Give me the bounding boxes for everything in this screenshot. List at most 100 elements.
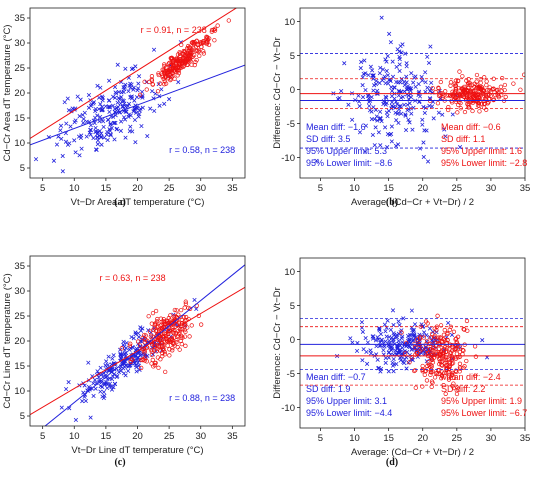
data-point	[461, 348, 466, 353]
data-point	[132, 106, 137, 111]
chart-panel-2: 5 10 15 20 25 30 35 -10 -5 0 5 10 Average: (Cd−Cr + …	[272, 7, 530, 208]
data-point	[397, 348, 402, 353]
x-tick-label: 25	[452, 433, 463, 444]
data-point	[389, 124, 394, 129]
data-point	[167, 353, 172, 358]
data-point	[110, 374, 116, 379]
data-point	[366, 96, 371, 101]
data-point	[480, 338, 485, 343]
data-point	[113, 120, 118, 125]
data-point	[179, 323, 184, 328]
data-point	[446, 377, 452, 382]
data-point	[372, 83, 377, 88]
data-point	[350, 340, 355, 345]
data-point	[423, 105, 428, 110]
data-point	[401, 316, 406, 321]
data-point	[170, 59, 176, 64]
data-point	[426, 360, 431, 365]
data-point	[448, 83, 453, 88]
data-point	[123, 66, 128, 71]
data-point	[86, 360, 91, 365]
data-point	[372, 143, 377, 148]
data-point	[404, 61, 409, 66]
data-point	[502, 82, 508, 88]
data-point	[386, 355, 391, 360]
data-point	[139, 365, 144, 371]
data-point	[365, 340, 370, 345]
data-point	[155, 355, 161, 360]
data-point	[439, 362, 444, 367]
series-blue	[314, 15, 463, 164]
data-point	[391, 322, 396, 328]
data-point	[359, 59, 364, 65]
data-point	[420, 384, 425, 389]
series-blue	[33, 40, 183, 174]
data-point	[440, 112, 445, 117]
data-point	[388, 327, 393, 332]
data-point	[339, 88, 344, 94]
data-point	[100, 384, 105, 390]
data-point	[457, 92, 463, 97]
stats-blue-line: 95% Upper limit: 5.3	[306, 146, 387, 156]
data-point	[166, 69, 171, 75]
data-point	[397, 104, 402, 109]
data-point	[500, 76, 505, 81]
data-point	[135, 339, 141, 344]
data-point	[437, 92, 442, 97]
y-tick-label: -5	[287, 369, 295, 380]
data-point	[376, 337, 381, 342]
data-point	[148, 334, 153, 339]
data-point	[146, 314, 151, 319]
data-point	[342, 61, 347, 66]
y-tick-label: 0	[290, 85, 295, 96]
y-tick-label: 30	[14, 286, 25, 297]
data-point	[348, 336, 353, 341]
data-point	[121, 115, 127, 120]
data-point	[425, 85, 430, 90]
data-point	[162, 82, 167, 87]
data-point	[168, 55, 173, 61]
data-point	[93, 386, 98, 391]
data-point	[393, 110, 398, 115]
data-point	[374, 114, 379, 119]
data-point	[450, 370, 455, 376]
data-point	[371, 76, 376, 81]
data-point	[443, 134, 448, 139]
data-point	[437, 350, 442, 355]
correlation-annotation: r = 0.58, n = 238	[169, 145, 235, 155]
data-point	[482, 75, 487, 80]
fit-line-red	[30, 8, 238, 139]
data-point	[110, 103, 116, 108]
data-point	[152, 108, 157, 114]
data-point	[72, 120, 77, 125]
data-point	[421, 335, 426, 340]
data-point	[119, 346, 124, 351]
data-point	[83, 398, 88, 404]
data-point	[378, 109, 383, 114]
data-point	[136, 86, 141, 91]
data-point	[171, 330, 176, 335]
data-point	[410, 127, 415, 132]
data-point	[383, 81, 388, 86]
data-point	[194, 48, 199, 54]
data-point	[417, 94, 423, 99]
y-tick-label: -10	[281, 153, 295, 164]
data-point	[176, 64, 181, 69]
data-point	[439, 349, 444, 354]
data-point	[114, 127, 119, 132]
data-point	[407, 333, 413, 338]
data-point	[388, 344, 393, 349]
data-point	[453, 95, 458, 100]
data-point	[495, 87, 500, 93]
data-point	[99, 131, 104, 136]
data-point	[399, 330, 404, 335]
y-tick-label: 20	[14, 336, 25, 347]
data-point	[403, 113, 408, 118]
data-point	[33, 157, 39, 162]
y-tick-label: 5	[20, 163, 25, 174]
data-point	[165, 343, 170, 348]
data-point	[142, 350, 147, 355]
data-point	[361, 347, 366, 352]
panel-label: (a)	[114, 197, 126, 208]
data-point	[174, 322, 180, 327]
